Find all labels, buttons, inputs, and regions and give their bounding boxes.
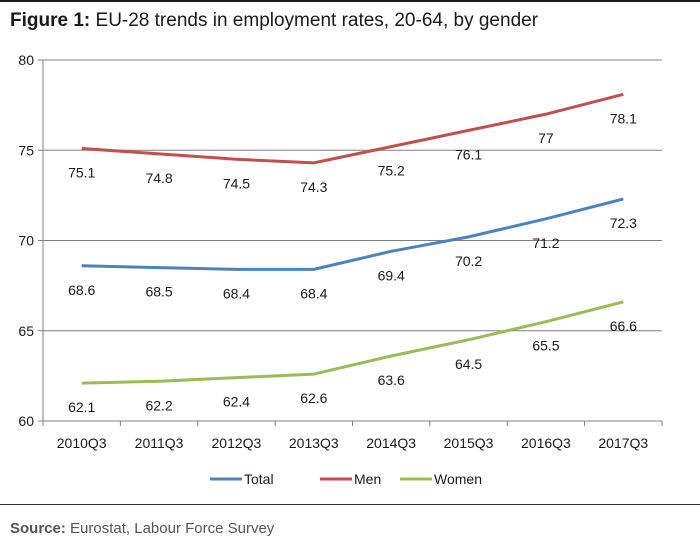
employment-line-chart: 60 65 70 75 80 2010Q3 2011Q3 2012Q3 2013Q3 2014Q3… (18, 52, 663, 487)
source-label: Source: (10, 520, 66, 537)
top-rule (0, 0, 700, 2)
x-tick-label: 2015Q3 (444, 435, 494, 451)
data-label-total: 70.2 (455, 253, 482, 269)
data-label-total: 68.4 (223, 285, 250, 301)
data-label-women: 62.2 (145, 397, 172, 413)
y-tick-label: 75 (18, 142, 34, 158)
legend-label-total: Total (244, 471, 274, 487)
series-line-men (81, 92, 624, 165)
data-label-men: 78.1 (610, 110, 637, 126)
y-tick-label: 80 (18, 52, 34, 68)
data-label-men: 74.8 (145, 170, 172, 186)
x-tick-label: 2014Q3 (366, 435, 416, 451)
y-tick-label: 70 (18, 233, 34, 249)
series-line-total (81, 197, 624, 271)
data-label-men: 75.2 (378, 163, 405, 179)
data-label-men: 76.1 (455, 146, 482, 162)
data-label-total: 68.4 (300, 285, 327, 301)
x-tick-label: 2013Q3 (289, 435, 339, 451)
data-label-women: 62.6 (300, 390, 327, 406)
source-note: Source: Eurostat, Labour Force Survey (10, 520, 274, 537)
series-line-women (81, 300, 624, 385)
data-label-women: 62.4 (223, 394, 250, 410)
source-text: Eurostat, Labour Force Survey (70, 520, 275, 537)
data-label-women: 64.5 (455, 356, 482, 372)
y-tick-label: 60 (18, 413, 34, 429)
data-label-total: 68.5 (145, 284, 172, 300)
data-label-men: 77 (538, 130, 554, 146)
data-label-women: 65.5 (532, 338, 559, 354)
data-label-total: 69.4 (378, 267, 405, 283)
data-label-men: 74.5 (223, 175, 250, 191)
x-tick-label: 2010Q3 (57, 435, 107, 451)
data-label-women: 62.1 (68, 399, 95, 415)
x-tick-label: 2016Q3 (521, 435, 571, 451)
data-label-women: 63.6 (378, 372, 405, 388)
figure-title: Figure 1: EU-28 trends in employment rat… (10, 10, 539, 31)
data-label-total: 68.6 (68, 282, 95, 298)
figure-title-text: EU-28 trends in employment rates, 20-64,… (95, 10, 539, 31)
x-tick-label: 2017Q3 (598, 435, 648, 451)
data-label-women: 66.6 (610, 318, 637, 334)
data-label-men: 75.1 (68, 164, 95, 180)
legend-label-men: Men (354, 471, 381, 487)
y-tick-label: 65 (18, 323, 34, 339)
figure-label: Figure 1 (10, 10, 84, 31)
bottom-rule (0, 504, 700, 505)
data-label-total: 72.3 (610, 215, 637, 231)
data-label-total: 71.2 (532, 235, 559, 251)
legend-label-women: Women (434, 471, 482, 487)
x-tick-label: 2012Q3 (212, 435, 262, 451)
x-tick-label: 2011Q3 (135, 435, 184, 451)
data-label-men: 74.3 (300, 179, 327, 195)
